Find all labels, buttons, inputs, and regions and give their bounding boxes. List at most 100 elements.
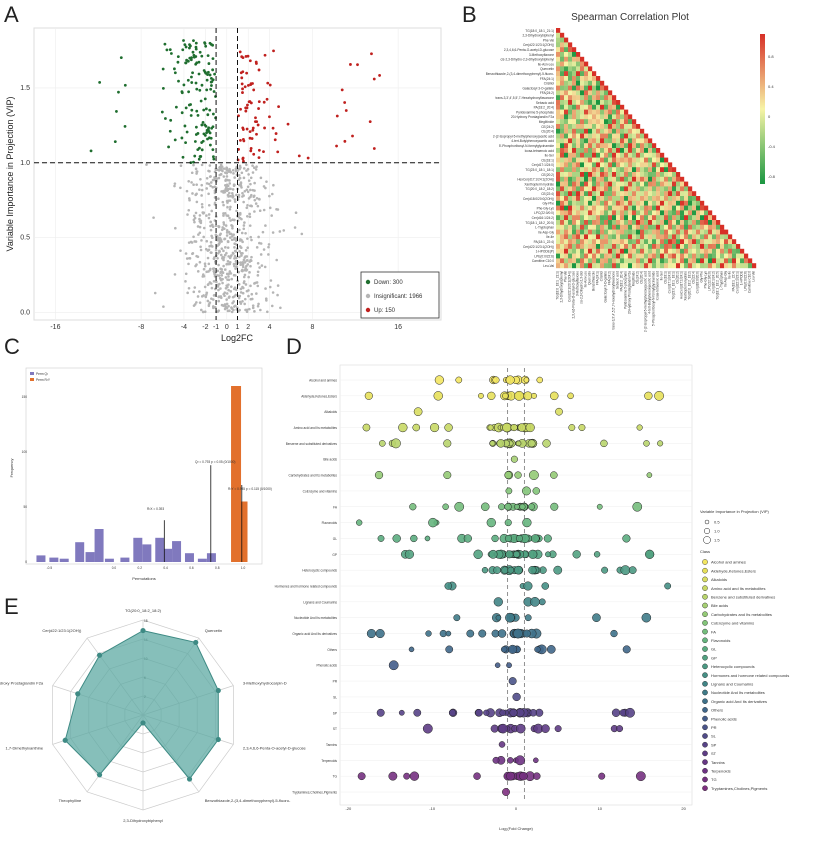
volcano-x-tick-label: 2 — [246, 324, 250, 331]
correlation-cell — [620, 210, 625, 216]
volcano-point-insignificant — [234, 304, 237, 308]
correlation-cell — [672, 220, 677, 225]
volcano-point-insignificant — [242, 194, 245, 197]
volcano-point-insignificant — [229, 194, 232, 198]
volcano-point-down — [161, 86, 165, 90]
volcano-point-insignificant — [235, 288, 238, 292]
correlation-cell — [660, 229, 665, 235]
volcano-point-insignificant — [233, 264, 236, 268]
volcano-point-insignificant — [259, 253, 263, 256]
correlation-cell — [676, 205, 681, 211]
volcano-point-insignificant — [198, 214, 202, 217]
bubble-class-label: Hormones and hormone related compounds — [275, 585, 338, 589]
radar-axis-label: 2,3-Dihydroxybiphenyl — [123, 818, 163, 823]
class-legend-marker — [702, 785, 708, 792]
volcano-point-insignificant — [225, 306, 228, 309]
correlation-cell — [608, 176, 613, 182]
correlation-cell — [600, 258, 605, 264]
correlation-cell — [604, 205, 609, 211]
volcano-point-down — [190, 56, 193, 59]
correlation-cell — [608, 186, 613, 192]
volcano-point-insignificant — [228, 260, 232, 264]
volcano-point-insignificant — [216, 284, 219, 288]
volcano-point-insignificant — [207, 213, 211, 216]
correlation-cell — [580, 200, 585, 206]
volcano-point-insignificant — [249, 264, 252, 268]
volcano-point-insignificant — [242, 176, 246, 180]
volcano-point-insignificant — [255, 165, 258, 169]
volcano-point-insignificant — [216, 269, 220, 273]
volcano-point-down — [208, 73, 212, 77]
correlation-cell — [604, 100, 609, 105]
correlation-cell — [648, 229, 653, 235]
colorbar-label-neg-0.4: -0.4 — [768, 144, 776, 149]
correlation-cell — [652, 172, 657, 177]
correlation-cell — [740, 248, 745, 254]
volcano-point-down — [212, 90, 216, 93]
volcano-point-down — [209, 143, 212, 147]
bubble-point — [499, 709, 507, 717]
correlation-cell — [668, 234, 673, 240]
class-legend-marker — [702, 750, 708, 757]
volcano-point-up — [286, 122, 290, 126]
correlation-cell — [660, 210, 665, 216]
volcano-point-insignificant — [238, 250, 241, 253]
correlation-cell — [556, 186, 561, 192]
volcano-x-tick-label: -4 — [181, 324, 187, 331]
radar-scale-label: 18 — [144, 619, 148, 623]
correlation-column-label: 4-tert-Butylphenoxyacetic acid — [647, 271, 651, 314]
volcano-point-insignificant — [221, 271, 225, 275]
correlation-cell — [560, 200, 565, 206]
bubble-point — [473, 772, 481, 780]
correlation-cell — [560, 234, 565, 240]
correlation-cell — [652, 263, 657, 269]
volcano-point-insignificant — [205, 270, 209, 274]
correlation-cell — [616, 234, 621, 240]
correlation-cell — [568, 210, 573, 216]
permutation-bar-q2 — [206, 553, 216, 562]
correlation-cell — [628, 239, 633, 245]
bubble-point — [506, 771, 516, 781]
correlation-cell — [576, 244, 581, 249]
correlation-cell — [612, 114, 617, 120]
correlation-cell — [588, 148, 593, 153]
correlation-cell — [640, 186, 645, 192]
correlation-cell — [588, 85, 593, 91]
correlation-cell — [600, 95, 605, 101]
correlation-cell — [564, 109, 569, 115]
bubble-point — [483, 709, 490, 716]
correlation-cell — [652, 248, 657, 254]
correlation-cell — [584, 109, 589, 115]
radar-vertex — [186, 776, 193, 782]
correlation-cell — [636, 210, 641, 216]
correlation-cell — [620, 176, 625, 182]
correlation-cell — [576, 133, 581, 139]
correlation-cell — [612, 200, 617, 206]
correlation-cell — [688, 239, 693, 245]
bubble-point — [514, 503, 520, 510]
correlation-cell — [564, 244, 569, 249]
correlation-cell — [572, 224, 577, 230]
volcano-point-down — [98, 80, 102, 84]
volcano-point-insignificant — [245, 289, 249, 293]
correlation-cell — [592, 215, 597, 221]
panel-letter-c: C — [4, 334, 20, 359]
correlation-row-label: CE(18:1) — [541, 158, 554, 162]
correlation-cell — [580, 71, 585, 77]
volcano-point-down — [168, 129, 172, 133]
volcano-point-down — [211, 57, 215, 61]
correlation-cell — [572, 80, 577, 86]
correlation-cell — [564, 119, 569, 125]
correlation-cell — [612, 220, 617, 225]
volcano-point-down — [185, 130, 189, 134]
correlation-cell — [612, 148, 617, 153]
correlation-cell — [580, 234, 585, 240]
volcano-point-insignificant — [179, 186, 182, 190]
bubble-point — [443, 471, 452, 480]
correlation-column-label: Phe-Gly-Lys — [703, 271, 707, 289]
correlation-cell — [692, 205, 697, 211]
bubble-class-label: FA — [333, 505, 338, 509]
permutation-plot-area — [25, 367, 263, 565]
correlation-cell — [612, 191, 617, 197]
volcano-y-tick-label: 0.5 — [20, 235, 30, 242]
